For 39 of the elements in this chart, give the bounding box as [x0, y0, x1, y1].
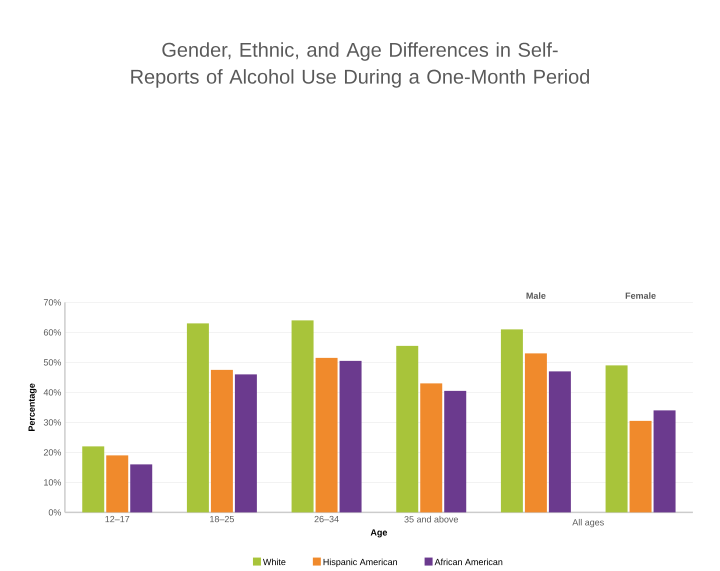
bar [316, 358, 338, 513]
chart-title: Gender, Ethnic, and Age Differences in Self-Reports of Alcohol Use During a One-Month Period [131, 42, 589, 88]
bar [524, 354, 547, 513]
y-tick-label: 30% [44, 419, 62, 426]
y-tick-label: 20% [44, 449, 62, 456]
y-tick-label: 0% [48, 509, 62, 516]
bar [420, 384, 442, 513]
y-tick-label: 10% [44, 479, 62, 486]
x-tick-label: 12–17 [105, 516, 130, 522]
x-tick-label: 35 and above [404, 516, 458, 523]
y-tick-label: 70% [44, 299, 62, 306]
bar [630, 421, 652, 513]
bar [340, 361, 362, 513]
x-tick-label: 26–34 [314, 516, 339, 522]
legend-label: Hispanic American [324, 558, 397, 568]
bar [210, 370, 233, 513]
y-tick-label: 50% [44, 359, 62, 366]
legend-label: African American [434, 558, 502, 566]
bar [654, 410, 676, 513]
x-tick-label: Male [526, 292, 546, 300]
bar [444, 391, 466, 513]
bar [292, 320, 314, 513]
x-axis-title: Age [370, 530, 388, 538]
bar [548, 372, 571, 513]
bar [396, 346, 418, 513]
y-tick-label: 40% [44, 389, 62, 396]
bar [106, 456, 128, 513]
legend-label: White [262, 558, 286, 566]
x-tick-label: 18–25 [210, 516, 234, 522]
bar [606, 366, 628, 513]
bar [186, 324, 209, 513]
bar [234, 374, 257, 513]
bar [130, 464, 152, 513]
y-axis-title: Percentage [28, 384, 37, 432]
bar [500, 330, 523, 513]
y-tick-label: 60% [44, 329, 62, 336]
bar [82, 446, 104, 513]
x-tick-label: Female [626, 292, 656, 300]
text: All ages [572, 519, 604, 528]
